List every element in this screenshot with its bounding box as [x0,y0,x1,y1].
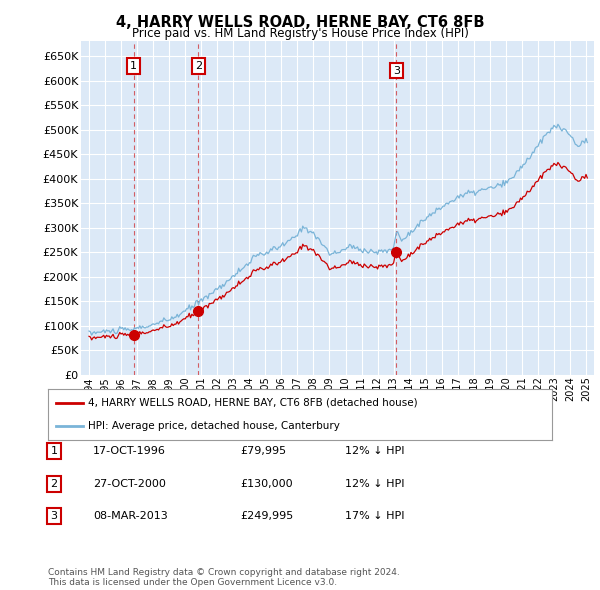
Text: 12% ↓ HPI: 12% ↓ HPI [345,447,404,456]
Text: Contains HM Land Registry data © Crown copyright and database right 2024.
This d: Contains HM Land Registry data © Crown c… [48,568,400,587]
Text: 2: 2 [50,479,58,489]
Text: 27-OCT-2000: 27-OCT-2000 [93,479,166,489]
Text: 3: 3 [50,512,58,521]
Text: 2: 2 [195,61,202,71]
Text: £249,995: £249,995 [240,512,293,521]
Text: 3: 3 [393,65,400,76]
Text: 4, HARRY WELLS ROAD, HERNE BAY, CT6 8FB (detached house): 4, HARRY WELLS ROAD, HERNE BAY, CT6 8FB … [88,398,418,408]
Text: 1: 1 [130,61,137,71]
Text: Price paid vs. HM Land Registry's House Price Index (HPI): Price paid vs. HM Land Registry's House … [131,27,469,40]
Text: 08-MAR-2013: 08-MAR-2013 [93,512,168,521]
Text: HPI: Average price, detached house, Canterbury: HPI: Average price, detached house, Cant… [88,421,340,431]
Text: 1: 1 [50,447,58,456]
Text: 12% ↓ HPI: 12% ↓ HPI [345,479,404,489]
Text: 17% ↓ HPI: 17% ↓ HPI [345,512,404,521]
Text: £79,995: £79,995 [240,447,286,456]
Text: 4, HARRY WELLS ROAD, HERNE BAY, CT6 8FB: 4, HARRY WELLS ROAD, HERNE BAY, CT6 8FB [116,15,484,30]
Text: 17-OCT-1996: 17-OCT-1996 [93,447,166,456]
Text: £130,000: £130,000 [240,479,293,489]
